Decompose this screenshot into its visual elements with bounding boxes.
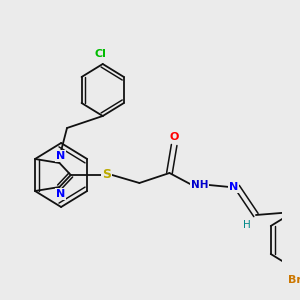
Text: N: N <box>56 151 65 161</box>
Text: O: O <box>169 132 179 142</box>
Text: Cl: Cl <box>95 49 107 59</box>
Text: S: S <box>102 169 111 182</box>
Text: N: N <box>229 182 238 192</box>
Text: Br: Br <box>289 275 300 285</box>
Text: NH: NH <box>191 180 208 190</box>
Text: N: N <box>56 189 65 199</box>
Text: H: H <box>243 220 250 230</box>
